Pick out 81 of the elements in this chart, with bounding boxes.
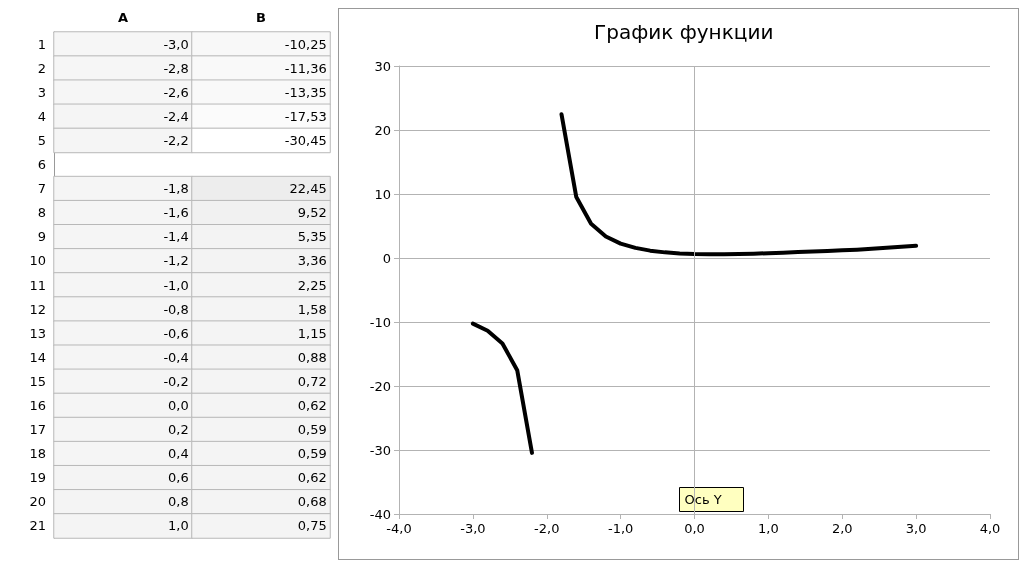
data-label: 0,88 (297, 349, 327, 365)
x-tick-label: B (256, 10, 266, 25)
data-label: 0,0 (168, 397, 189, 413)
y-tick-label: 2 (37, 60, 46, 76)
y-tick-label: 8 (37, 205, 46, 221)
y-tick-label: 5 (37, 132, 46, 148)
x-tick-label: 0,0 (684, 521, 705, 536)
data-label: 0,72 (297, 373, 327, 389)
data-label: -2,4 (163, 108, 189, 124)
y-tick-label: 20 (374, 122, 391, 138)
y-tick-label: 12 (29, 301, 46, 317)
data-label: -2,6 (163, 84, 189, 100)
data-label: -0,4 (163, 349, 189, 365)
data-label: -2,8 (163, 60, 189, 76)
data-label: 0,2 (168, 422, 189, 438)
data-label: -0,6 (163, 325, 189, 341)
y-tick-label: 16 (29, 397, 46, 413)
y-tick-label: 20 (29, 494, 46, 510)
data-label: -0,8 (163, 301, 189, 317)
y-tick-label: -10 (369, 314, 391, 330)
data-label: -1,2 (163, 253, 189, 269)
data-label: -2,2 (163, 132, 189, 148)
y-tick-label: 14 (29, 349, 46, 365)
data-label: -0,2 (163, 373, 189, 389)
y-tick-label: 17 (29, 422, 46, 438)
y-tick-label: 4 (37, 108, 46, 124)
x-tick-label: 4,0 (979, 521, 1001, 536)
y-tick-label: 15 (29, 373, 46, 389)
data-label: 0,62 (297, 397, 327, 413)
y-tick-label: 13 (29, 325, 46, 341)
x-tick-label: -1,0 (607, 521, 634, 536)
data-label: 0,59 (297, 446, 327, 462)
data-label: -1,0 (163, 277, 189, 293)
y-tick-label: 21 (29, 518, 46, 534)
data-label: -3,0 (163, 36, 189, 52)
x-tick-label: -3,0 (460, 521, 486, 536)
data-label: 0,68 (297, 494, 327, 510)
y-tick-label: 19 (29, 470, 46, 486)
x-tick-label: -4,0 (386, 521, 412, 536)
data-label: 22,45 (289, 181, 327, 197)
data-label: -1,4 (163, 229, 189, 245)
data-label: -17,53 (284, 108, 327, 124)
data-label: -13,35 (284, 84, 327, 100)
y-tick-label: 3 (37, 84, 46, 100)
data-label: 9,52 (297, 205, 327, 221)
data-label: 2,25 (297, 277, 327, 293)
y-tick-label: 11 (29, 277, 46, 293)
y-tick-label: 10 (29, 253, 46, 269)
data-label: 1,15 (297, 325, 327, 341)
annotation: Ось Y (684, 491, 722, 507)
y-tick-label: -30 (369, 442, 391, 458)
x-tick-label: 2,0 (831, 521, 853, 536)
y-tick-label: 6 (37, 157, 46, 173)
data-label: 0,6 (168, 470, 189, 486)
data-label: 0,62 (297, 470, 327, 486)
x-tick-label: -2,0 (534, 521, 560, 536)
y-tick-label: 10 (374, 186, 391, 202)
y-tick-label: 0 (382, 250, 391, 266)
data-label: 0,8 (168, 494, 189, 510)
data-label: -30,45 (284, 132, 327, 148)
data-label: -1,6 (163, 205, 189, 221)
chart-title: График функции (594, 20, 774, 44)
data-label: 5,35 (297, 229, 327, 245)
data-label: -1,8 (163, 181, 189, 197)
y-tick-label: 9 (37, 229, 46, 245)
data-label: 0,4 (168, 446, 189, 462)
y-tick-label: -20 (369, 378, 391, 394)
y-tick-label: 7 (37, 181, 46, 197)
data-label: 0,75 (297, 518, 327, 534)
y-tick-label: 18 (29, 446, 46, 462)
data-label: -11,36 (284, 60, 327, 76)
y-tick-label: 1 (37, 36, 46, 52)
x-tick-label: 3,0 (905, 521, 927, 536)
y-tick-label: 30 (374, 58, 391, 74)
y-tick-label: -40 (369, 506, 391, 522)
x-tick-label: 1,0 (758, 521, 779, 536)
data-label: 0,59 (297, 422, 327, 438)
data-label: 3,36 (297, 253, 327, 269)
x-tick-label: A (117, 10, 129, 25)
data-label: -10,25 (284, 36, 327, 52)
data-label: 1,58 (297, 301, 327, 317)
